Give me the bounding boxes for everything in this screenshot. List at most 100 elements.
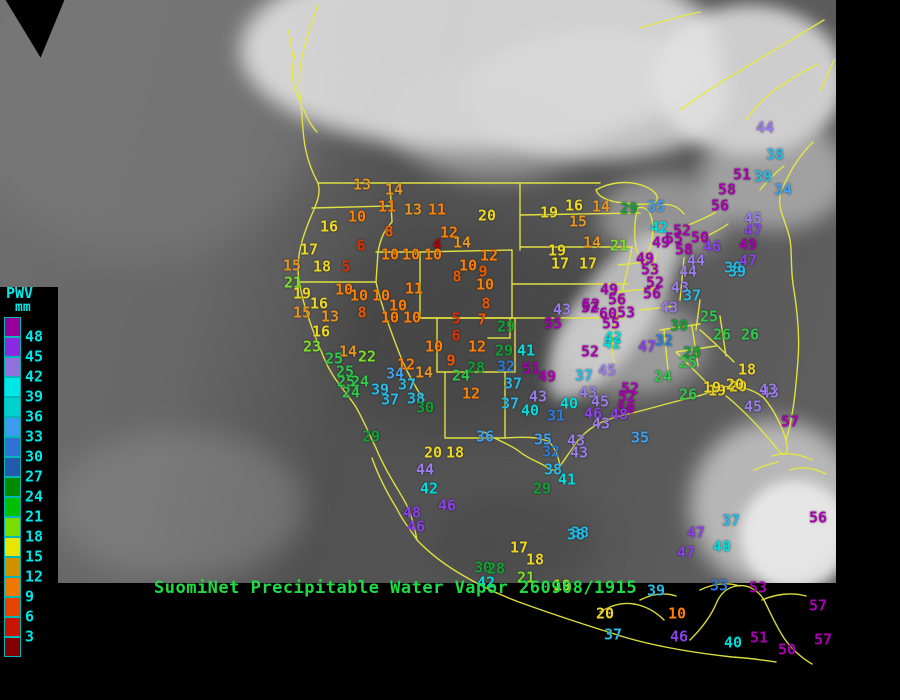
station-value: 46 (583, 404, 603, 423)
station-value: 30 (415, 398, 435, 417)
station-value: 18 (312, 257, 332, 276)
legend-label: 39 (25, 387, 44, 406)
legend-color-scale: 48 45 42 39 36 33 30 27 24 21 18 15 12 9 6 3 (3, 317, 57, 661)
station-value: 58 (674, 240, 694, 259)
station-value: 37 (380, 390, 400, 409)
station-value: 48 (609, 405, 629, 424)
station-value: 16 (564, 196, 584, 215)
station-value: 46 (406, 517, 426, 536)
station-value: 14 (452, 233, 472, 252)
station-value: 31 (546, 406, 566, 425)
cloud-blob (55, 430, 305, 580)
station-value: 29 (532, 479, 552, 498)
station-value: 52 (645, 273, 665, 292)
legend-label: 30 (25, 447, 44, 466)
station-value: 39 (753, 167, 773, 186)
station-value: 42 (419, 479, 439, 498)
station-value: 38 (765, 145, 785, 164)
station-value: 56 (710, 196, 730, 215)
station-value: 10 (388, 296, 408, 315)
station-value: 43 (758, 380, 778, 399)
station-value: 5 (451, 309, 461, 328)
station-value: 29 (361, 427, 381, 446)
station-value: 35 (646, 197, 666, 216)
station-value: 12 (396, 355, 416, 374)
station-value: 57 (808, 596, 828, 615)
station-value: 16 (309, 294, 329, 313)
station-value: 9 (478, 262, 488, 281)
station-value: 37 (503, 374, 523, 393)
legend-swatch (4, 517, 21, 537)
station-value: 20 (423, 443, 443, 462)
station-value: 18 (525, 550, 545, 569)
station-value: 47 (743, 221, 763, 240)
station-value: 52 (672, 221, 692, 240)
legend-label: 48 (25, 327, 44, 346)
station-value: 38 (570, 523, 590, 542)
station-value: 20 (728, 377, 748, 396)
station-value: 45 (590, 392, 610, 411)
station-value: 20 (477, 206, 497, 225)
station-value: 12 (467, 337, 487, 356)
station-value: 24 (350, 372, 370, 391)
station-value: 42 (602, 334, 622, 353)
legend-swatch (4, 377, 21, 397)
station-value: 50 (616, 399, 636, 418)
station-value: 10 (349, 286, 369, 305)
caption-text: SuomiNet Precipitable Water Vapor 260908… (154, 578, 638, 598)
station-value: 36 (475, 427, 495, 446)
station-value: 47 (676, 543, 696, 562)
station-value: 37 (500, 394, 520, 413)
station-value: 17 (578, 254, 598, 273)
station-value: 9 (446, 351, 456, 370)
station-value: 43 (578, 383, 598, 402)
station-value: 37 (721, 511, 741, 530)
station-value: 6 (356, 236, 366, 255)
station-value: 44 (686, 251, 706, 270)
station-value: 4 (432, 235, 442, 254)
station-value: 17 (299, 240, 319, 259)
legend-swatch (4, 477, 21, 497)
legend-label: 33 (25, 427, 44, 446)
station-value: 13 (352, 175, 372, 194)
station-value: 53 (616, 303, 636, 322)
station-value: 42 (476, 573, 496, 592)
station-value: 40 (712, 537, 732, 556)
legend-swatch (4, 457, 21, 477)
station-value: 46 (702, 237, 722, 256)
legend-label: 12 (25, 567, 44, 586)
station-value: 21 (283, 273, 303, 292)
station-value: 28 (682, 343, 702, 362)
station-value: 44 (678, 262, 698, 281)
station-value: 32 (541, 442, 561, 461)
legend-swatch (4, 617, 21, 637)
station-value: 13 (320, 307, 340, 326)
legend-swatch (4, 357, 21, 377)
station-value: 43 (591, 414, 611, 433)
station-value: 19 (292, 284, 312, 303)
station-value: 25 (335, 362, 355, 381)
legend-label: 24 (25, 487, 44, 506)
station-value: 47 (738, 251, 758, 270)
station-value: 26 (712, 325, 732, 344)
station-value: 25 (699, 307, 719, 326)
station-value: 12 (479, 246, 499, 265)
station-value: 17 (550, 254, 570, 273)
legend-swatch (4, 437, 21, 457)
station-value: 14 (591, 197, 611, 216)
station-value: 16 (319, 217, 339, 236)
station-value: 10 (371, 286, 391, 305)
station-value: 55 (543, 314, 563, 333)
station-value: 55 (601, 314, 621, 333)
legend-swatch (4, 637, 21, 657)
station-value: 14 (384, 180, 404, 199)
legend-swatch (4, 597, 21, 617)
legend-swatch (4, 557, 21, 577)
station-value: 24 (341, 383, 361, 402)
station-value: 28 (466, 358, 486, 377)
legend-swatch (4, 317, 21, 337)
station-value: 19 (702, 378, 722, 397)
station-value: 43 (552, 300, 572, 319)
